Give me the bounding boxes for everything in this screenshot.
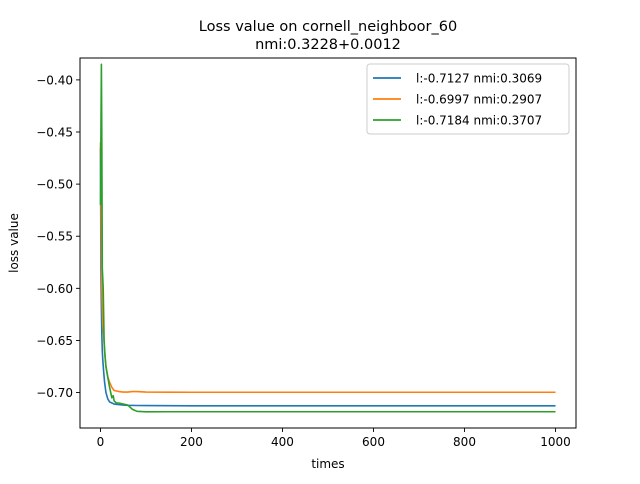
series-line-1 (99, 147, 556, 407)
series-layer (99, 63, 556, 413)
x-tick-label: 1000 (540, 435, 571, 449)
y-tick-label: −0.40 (36, 73, 73, 87)
x-tick-label: 600 (362, 435, 385, 449)
legend-label-1: l:-0.7127 nmi:0.3069 (416, 72, 542, 86)
legend: l:-0.7127 nmi:0.3069 l:-0.6997 nmi:0.2907… (366, 63, 570, 135)
chart-title: Loss value on cornell_neighboor_60 (199, 19, 457, 35)
legend-label-3: l:-0.7184 nmi:0.3707 (416, 114, 542, 128)
x-tick-label: 800 (453, 435, 476, 449)
series-line-3 (99, 63, 556, 413)
tick-layer: 0 200 400 600 800 1000 −0.40 −0.45 −0.50 −0.55 −0.… (36, 73, 571, 449)
x-tick-label: 0 (97, 435, 105, 449)
x-tick-label: 400 (271, 435, 294, 449)
x-axis-label: times (311, 457, 344, 471)
y-axis-label: loss value (7, 213, 21, 273)
y-tick-label: −0.70 (36, 386, 73, 400)
plot-frame (79, 57, 577, 429)
y-tick-label: −0.55 (36, 230, 73, 244)
y-tick-label: −0.65 (36, 334, 73, 348)
y-tick-label: −0.45 (36, 126, 73, 140)
y-tick-label: −0.50 (36, 178, 73, 192)
legend-label-2: l:-0.6997 nmi:0.2907 (416, 93, 542, 107)
legend-box (366, 63, 570, 135)
x-tick-label: 200 (180, 435, 203, 449)
series-line-2 (99, 142, 556, 394)
chart-subtitle: nmi:0.3228+0.0012 (255, 37, 401, 53)
y-tick-label: −0.60 (36, 282, 73, 296)
